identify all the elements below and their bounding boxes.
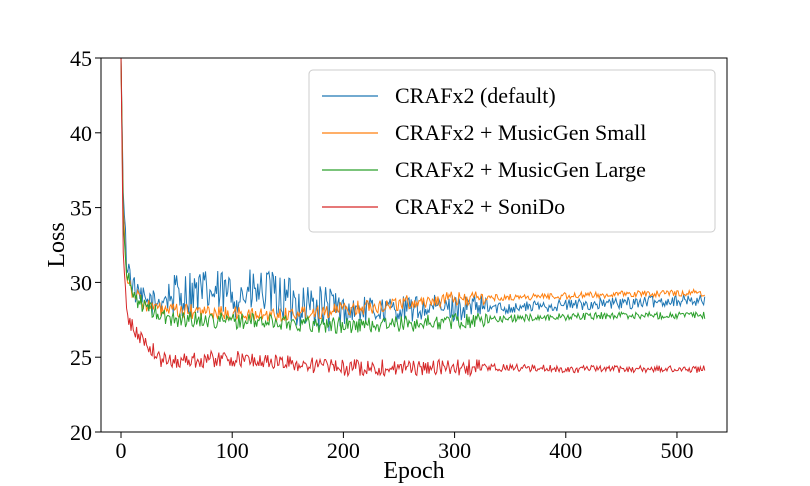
plot-frame — [100, 57, 728, 433]
plot-layer — [120, 58, 706, 378]
x-tick-label: 300 — [438, 438, 471, 463]
x-tick-label: 100 — [216, 438, 249, 463]
series-line-3 — [120, 58, 706, 334]
y-tick-label: 40 — [70, 121, 92, 146]
series-line-4 — [120, 58, 706, 378]
legend: CRAFx2 (default) CRAFx2 + MusicGen Small C… — [308, 69, 716, 233]
legend-label-4: CRAFx2 + SoniDo — [395, 194, 565, 219]
x-tick-label: 500 — [660, 438, 693, 463]
y-axis-label: Loss — [44, 222, 70, 267]
legend-label-2: CRAFx2 + MusicGen Small — [395, 120, 646, 145]
ticks-layer: 0 100 200 300 400 500 20 25 30 35 40 45 — [70, 46, 693, 463]
y-tick-label: 35 — [70, 196, 92, 221]
x-tick-label: 0 — [116, 438, 127, 463]
series-line-1 — [120, 58, 706, 332]
y-tick-label: 45 — [70, 46, 92, 71]
legend-box — [308, 69, 716, 233]
legend-label-1: CRAFx2 (default) — [395, 83, 556, 108]
x-tick-label: 200 — [327, 438, 360, 463]
y-tick-label: 30 — [70, 270, 92, 295]
x-axis-label: Epoch — [383, 458, 444, 484]
x-tick-label: 400 — [549, 438, 582, 463]
y-tick-label: 25 — [70, 345, 92, 370]
legend-label-3: CRAFx2 + MusicGen Large — [395, 157, 646, 182]
y-tick-label: 20 — [70, 420, 92, 445]
series-line-2 — [120, 58, 706, 322]
